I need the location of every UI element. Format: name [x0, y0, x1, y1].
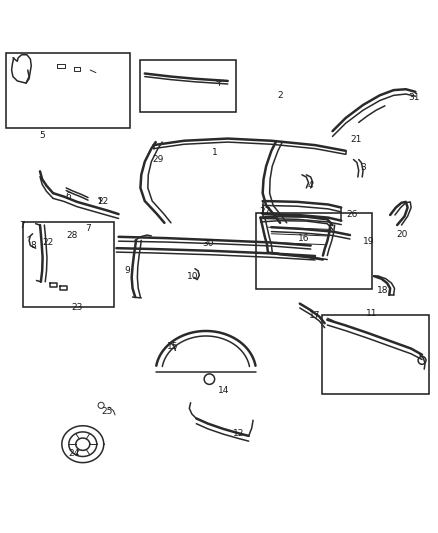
Text: 28: 28	[66, 231, 78, 239]
Text: 29: 29	[152, 156, 163, 165]
Text: 7: 7	[19, 221, 25, 230]
Text: 15: 15	[166, 342, 178, 351]
Text: 14: 14	[218, 386, 229, 395]
Text: 2: 2	[277, 91, 283, 100]
Text: 10: 10	[187, 272, 198, 280]
Text: 24: 24	[68, 449, 80, 458]
Text: 11: 11	[366, 309, 378, 318]
Text: 21: 21	[351, 135, 362, 144]
Bar	[256, 213, 372, 289]
Text: 5: 5	[39, 131, 45, 140]
Text: 27: 27	[259, 207, 271, 215]
Text: 22: 22	[42, 238, 53, 247]
Bar	[141, 60, 237, 112]
Bar	[22, 222, 114, 306]
Text: 6: 6	[66, 192, 71, 201]
Text: 20: 20	[397, 230, 408, 239]
Text: 25: 25	[101, 407, 113, 416]
Text: 30: 30	[202, 239, 214, 248]
Text: 19: 19	[363, 237, 374, 246]
Bar	[321, 316, 428, 394]
Text: 18: 18	[377, 286, 389, 295]
Text: 16: 16	[298, 233, 310, 243]
Text: 22: 22	[98, 197, 109, 206]
Text: 17: 17	[309, 311, 321, 320]
Text: 4: 4	[308, 181, 314, 190]
Text: 3: 3	[360, 163, 366, 172]
Text: 31: 31	[408, 93, 420, 102]
Text: 23: 23	[71, 303, 82, 312]
Text: 9: 9	[124, 266, 130, 276]
Text: 26: 26	[346, 209, 358, 219]
Text: 8: 8	[31, 241, 36, 250]
Text: 12: 12	[233, 429, 244, 438]
Bar	[6, 53, 131, 128]
Text: 1: 1	[212, 149, 218, 157]
Text: 7: 7	[85, 224, 91, 233]
